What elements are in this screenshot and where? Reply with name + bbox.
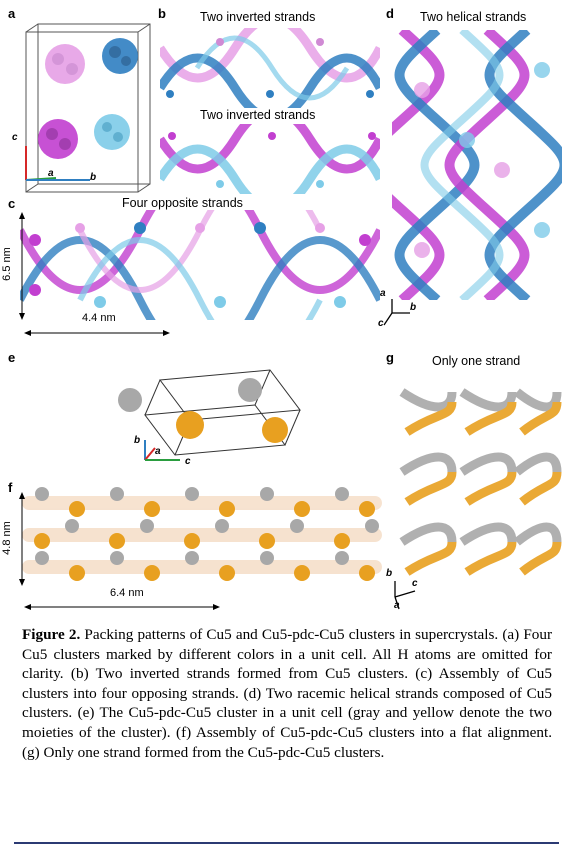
panel-c-height-bracket xyxy=(19,212,25,320)
panel-f-label: f xyxy=(8,480,13,495)
panel-c-label: c xyxy=(8,196,16,211)
panel-c-height-label: 6.5 nm xyxy=(1,247,13,281)
panel-d-helices xyxy=(392,30,562,300)
panel-c-width-label: 4.4 nm xyxy=(82,312,116,324)
panel-f-flat-alignment xyxy=(22,487,382,581)
panel-a-axis-b: b xyxy=(90,172,97,183)
panel-g-label: g xyxy=(386,350,394,365)
panel-g-title: Only one strand xyxy=(432,354,521,368)
panel-g-axis-b: b xyxy=(386,568,393,579)
panel-d-axis-b: b xyxy=(410,302,417,313)
panel-f-width-bracket xyxy=(24,604,220,610)
panel-b-label: b xyxy=(158,6,166,21)
caption-text: Packing patterns of Cu5 and Cu5-pdc-Cu5 … xyxy=(22,626,553,761)
panel-e-axis-c: c xyxy=(185,456,191,467)
panel-d-axis-c: c xyxy=(378,318,384,329)
panel-g-single-strand xyxy=(399,388,562,576)
panel-a-label: a xyxy=(8,6,16,21)
panel-f-height-bracket xyxy=(19,492,25,586)
panel-b-bottom-strands xyxy=(160,124,380,194)
panel-d-label: d xyxy=(386,6,394,21)
panel-c-title: Four opposite strands xyxy=(122,196,243,210)
panel-e-unit-cell xyxy=(118,369,301,461)
panel-g-axis-a: a xyxy=(394,600,400,611)
bottom-rule xyxy=(14,842,559,844)
panel-f-height-label: 4.8 nm xyxy=(1,521,13,555)
panel-d-axis-a: a xyxy=(380,288,386,299)
panel-a-axis-a: a xyxy=(48,168,54,179)
panel-b-title-bottom: Two inverted strands xyxy=(200,108,316,122)
panel-g-axis-c: c xyxy=(412,578,418,589)
panel-e-label: e xyxy=(8,350,16,365)
panel-b-title-top: Two inverted strands xyxy=(200,10,316,24)
figure-label: Figure 2. xyxy=(22,626,81,643)
panel-g-axes xyxy=(394,581,416,610)
panel-f-width-label: 6.4 nm xyxy=(110,587,144,599)
panel-d-title: Two helical strands xyxy=(420,10,527,24)
panel-a-unit-cell xyxy=(25,23,151,193)
panel-c-width-bracket xyxy=(24,330,170,336)
panel-c-four-strands xyxy=(20,210,380,320)
panel-d-axes xyxy=(383,299,410,326)
figure-caption: Figure 2. Packing patterns of Cu5 and Cu… xyxy=(22,625,552,762)
panel-e-axis-a: a xyxy=(155,446,161,457)
panel-b-top-strands xyxy=(160,28,380,108)
panel-a-axis-c: c xyxy=(12,132,18,143)
panel-e-axis-b: b xyxy=(134,435,141,446)
